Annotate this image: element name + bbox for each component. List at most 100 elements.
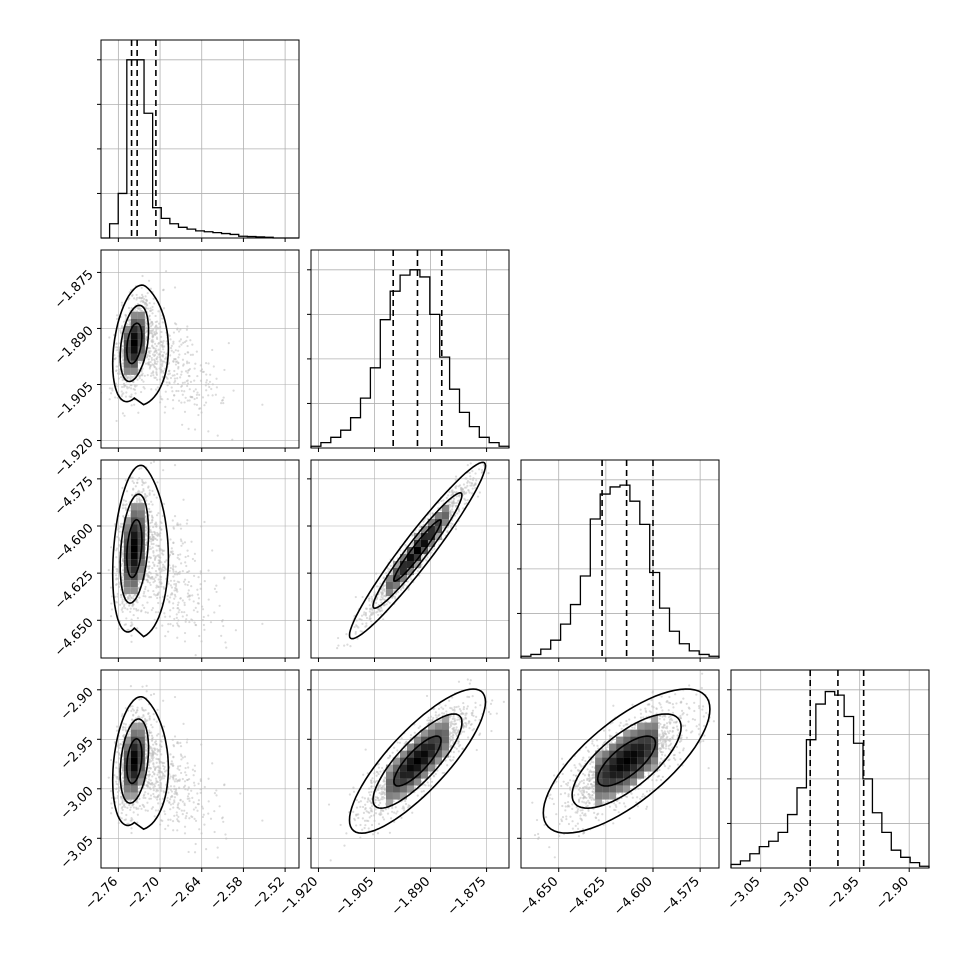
scatter-point [162,735,164,737]
scatter-point [187,372,189,374]
scatter-point [149,531,151,533]
scatter-point [343,644,345,646]
scatter-point [150,694,152,696]
scatter-point [172,399,174,401]
scatter-point [455,528,457,530]
scatter-point [455,485,457,487]
scatter-point [121,609,123,611]
scatter-point [138,798,140,800]
scatter-point [146,457,148,459]
scatter-point [474,472,476,474]
scatter-point [365,608,367,610]
scatter-point [149,511,151,513]
scatter-point [127,629,129,631]
scatter-point [141,479,143,481]
scatter-point [175,349,177,351]
scatter-point [136,498,138,500]
scatter-point [126,377,128,379]
scatter-point [150,361,152,363]
scatter-point [176,622,178,624]
scatter-point [196,397,198,399]
scatter-point [145,327,147,329]
scatter-point [164,616,166,618]
scatter-point [154,366,156,368]
scatter-point [458,510,460,512]
scatter-point [469,481,471,483]
scatter-point [148,363,150,365]
scatter-point [176,522,178,524]
scatter-point [185,621,187,623]
scatter-point [216,386,218,388]
scatter-point [149,332,151,334]
scatter-point [455,475,457,477]
scatter-point [110,392,112,394]
scatter-point [180,562,182,564]
scatter-point [176,327,178,329]
scatter-point [232,390,234,392]
scatter-point [138,361,140,363]
scatter-point [154,350,156,352]
scatter-point [195,820,197,822]
scatter-point [176,373,178,375]
scatter-point [198,597,200,599]
scatter-point [184,756,186,758]
scatter-point [148,280,150,282]
scatter-point [177,557,179,559]
scatter-point [119,329,121,331]
scatter-point [190,354,192,356]
scatter-point [157,802,159,804]
scatter-point [178,400,180,402]
scatter-point [115,584,117,586]
hist-panel-2 [517,460,719,662]
scatter-point [200,570,202,572]
scatter-point [156,356,158,358]
scatter-point [148,568,150,570]
scatter-point [209,381,211,383]
scatter-point [149,364,151,366]
scatter-point [172,542,174,544]
scatter-point [169,354,171,356]
scatter-point [368,598,370,600]
scatter-point [170,775,172,777]
scatter-point [144,481,146,483]
scatter-point [142,386,144,388]
scatter-point [183,810,185,812]
scatter-point [160,371,162,373]
scatter-point [452,500,454,502]
scatter-point [151,330,153,332]
scatter-point [195,607,197,609]
density-cell [414,547,421,554]
hist-panel-3 [727,670,929,872]
scatter-point [171,345,173,347]
scatter-point [184,341,186,343]
scatter-point [194,403,196,405]
scatter-point [169,554,171,556]
scatter-point [130,710,132,712]
scatter-point [190,585,192,587]
scatter-point [207,569,209,571]
scatter-point [170,594,172,596]
scatter-point [131,705,133,707]
scatter-point [193,774,195,776]
scatter-point [181,371,183,373]
scatter-point [186,385,188,387]
scatter-point [174,464,176,466]
scatter-point [200,525,202,527]
scatter-point [142,301,144,303]
scatter-point [160,341,162,343]
scatter-point [110,602,112,604]
scatter-point [446,497,448,499]
scatter-point [200,832,202,834]
scatter-point [188,369,190,371]
scatter-point [199,583,201,585]
scatter-point [156,481,158,483]
scatter-point [468,492,470,494]
scatter-point [162,765,164,767]
scatter-point [122,729,124,731]
scatter-point [185,397,187,399]
scatter-point [163,351,165,353]
scatter-point [207,812,209,814]
scatter-point [154,785,156,787]
pair-panel-2-1 [307,430,509,662]
scatter-point [225,647,227,649]
